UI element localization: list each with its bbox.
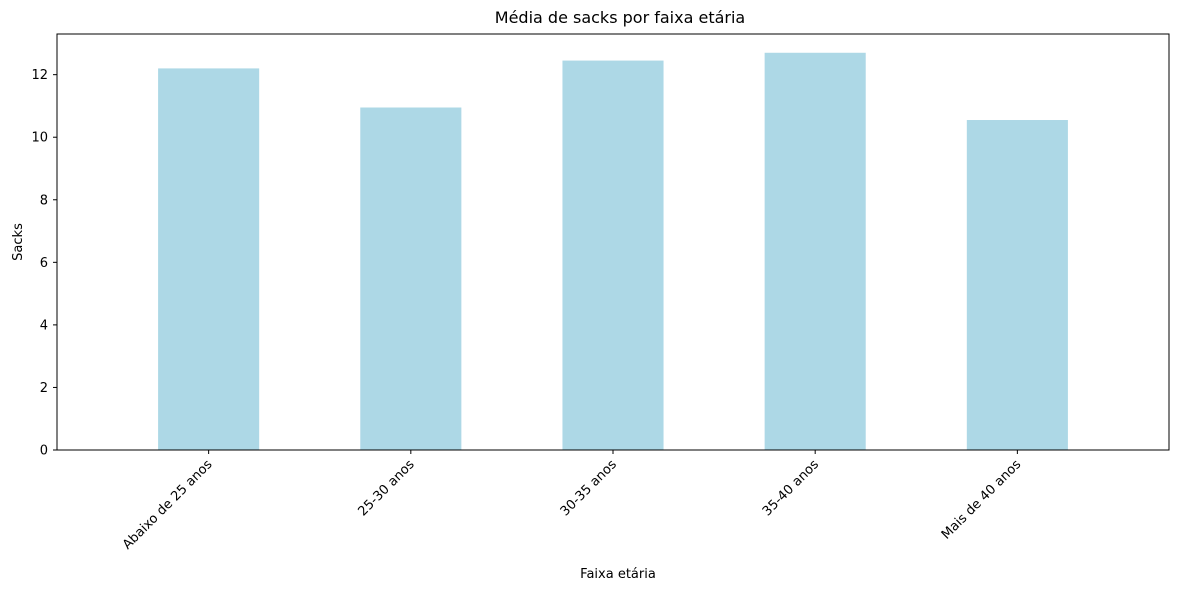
y-tick-label: 2 — [40, 381, 48, 396]
chart-title: Média de sacks por faixa etária — [495, 8, 745, 27]
x-tick-label: Abaixo de 25 anos — [120, 457, 216, 553]
y-tick-label: 8 — [40, 193, 48, 208]
x-tick-label: 35-40 anos — [760, 457, 822, 519]
bar — [158, 68, 260, 451]
y-tick-label: 4 — [40, 318, 48, 333]
bar — [764, 52, 866, 451]
y-tick-label: 0 — [40, 444, 48, 459]
x-tick-label: 25-30 anos — [356, 457, 418, 519]
y-axis-label: Sacks — [11, 223, 26, 261]
x-axis: Abaixo de 25 anos 25-30 anos 30-35 anos 35-… — [120, 450, 1024, 553]
bar — [966, 120, 1068, 450]
bars-group — [158, 52, 1068, 451]
y-axis: 0 2 4 6 8 10 12 — [31, 68, 57, 459]
y-tick-label: 10 — [31, 131, 48, 146]
x-tick-label: 30-35 anos — [558, 457, 620, 519]
y-tick-label: 6 — [40, 256, 48, 271]
bar — [562, 60, 664, 451]
x-tick-label: Mais de 40 anos — [939, 457, 1025, 543]
x-axis-label: Faixa etária — [580, 567, 656, 582]
bar — [360, 107, 462, 451]
y-tick-label: 12 — [31, 68, 48, 83]
